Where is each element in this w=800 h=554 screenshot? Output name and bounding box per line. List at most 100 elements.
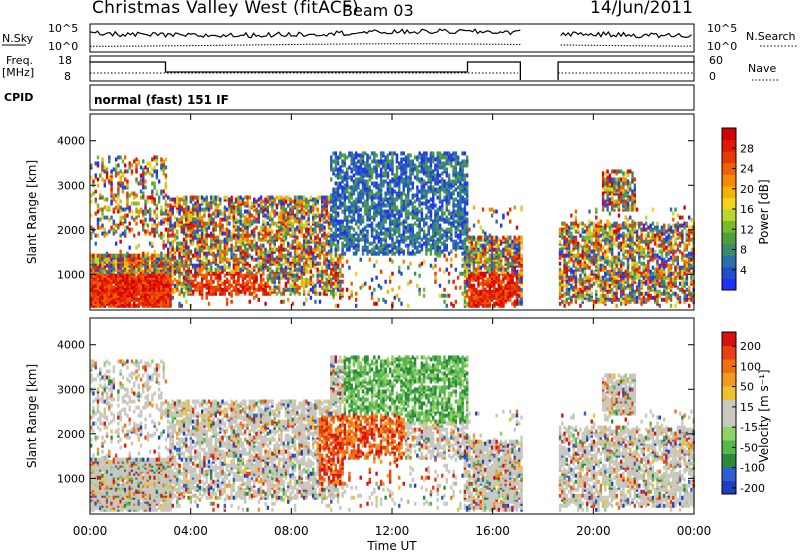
range-time-cell	[249, 234, 251, 238]
range-time-cell	[378, 173, 380, 177]
range-time-cell	[210, 274, 212, 278]
range-time-cell	[341, 280, 343, 284]
range-time-cell	[135, 276, 137, 280]
range-time-cell	[369, 171, 371, 175]
range-time-cell	[119, 254, 121, 258]
range-time-cell	[201, 286, 203, 290]
range-time-cell	[466, 228, 468, 232]
range-time-cell	[239, 206, 241, 210]
range-time-cell	[140, 190, 142, 194]
range-time-cell	[99, 254, 101, 258]
range-time-cell	[131, 192, 133, 196]
range-time-cell	[280, 252, 282, 256]
range-time-cell	[328, 264, 330, 268]
range-time-cell	[246, 200, 248, 204]
range-time-cell	[466, 290, 468, 294]
range-time-cell	[273, 222, 275, 226]
range-time-cell	[434, 246, 436, 250]
range-time-cell	[296, 210, 298, 214]
range-time-cell	[226, 208, 228, 212]
range-time-cell	[264, 226, 266, 230]
range-time-cell	[251, 240, 253, 244]
range-time-cell	[176, 280, 178, 284]
range-time-cell	[251, 268, 253, 272]
range-time-cell	[208, 234, 210, 238]
range-time-cell	[389, 163, 391, 167]
range-time-cell	[237, 226, 239, 230]
range-time-cell	[319, 280, 321, 284]
range-time-cell	[305, 224, 307, 228]
range-time-cell	[246, 262, 248, 266]
range-time-cell	[400, 214, 402, 218]
range-time-cell	[219, 218, 221, 222]
range-time-cell	[294, 250, 296, 254]
range-time-cell	[196, 196, 198, 200]
range-time-cell	[244, 202, 246, 206]
range-time-cell	[364, 161, 366, 165]
range-time-cell	[285, 266, 287, 270]
range-time-cell	[215, 292, 217, 296]
range-time-cell	[122, 304, 124, 308]
range-time-cell	[253, 258, 255, 262]
range-time-cell	[466, 218, 468, 222]
range-time-cell	[344, 153, 346, 157]
range-time-cell	[212, 272, 214, 276]
range-time-cell	[412, 242, 414, 246]
range-time-cell	[355, 198, 357, 202]
range-time-cell	[283, 220, 285, 224]
range-time-cell	[183, 196, 185, 200]
range-time-cell	[362, 246, 364, 250]
range-time-cell	[421, 208, 423, 212]
range-time-cell	[267, 292, 269, 296]
range-time-cell	[360, 222, 362, 226]
range-time-cell	[101, 212, 103, 216]
range-time-cell	[391, 220, 393, 224]
range-time-cell	[362, 238, 364, 242]
range-time-cell	[332, 216, 334, 220]
range-time-cell	[430, 224, 432, 228]
range-time-cell	[446, 258, 448, 262]
range-time-cell	[221, 224, 223, 228]
range-time-cell	[369, 242, 371, 246]
range-time-cell	[409, 200, 411, 204]
range-time-cell	[253, 228, 255, 232]
range-time-cell	[224, 264, 226, 268]
range-time-cell	[162, 284, 164, 288]
range-time-cell	[278, 272, 280, 276]
range-time-cell	[224, 250, 226, 254]
range-time-cell	[330, 155, 332, 159]
range-time-cell	[387, 290, 389, 294]
range-time-cell	[212, 258, 214, 262]
range-time-cell	[323, 254, 325, 258]
range-time-cell	[337, 240, 339, 244]
range-time-cell	[249, 240, 251, 244]
range-time-cell	[147, 200, 149, 204]
range-time-cell	[181, 260, 183, 264]
range-time-cell	[464, 210, 466, 214]
range-time-cell	[224, 292, 226, 296]
range-time-cell	[373, 288, 375, 292]
range-time-cell	[169, 254, 171, 258]
range-time-cell	[366, 234, 368, 238]
range-time-cell	[210, 196, 212, 200]
range-time-cell	[224, 274, 226, 278]
range-time-cell	[403, 163, 405, 167]
range-time-cell	[380, 167, 382, 171]
range-time-cell	[405, 163, 407, 167]
range-time-cell	[371, 216, 373, 220]
range-time-cell	[106, 280, 108, 284]
range-time-cell	[101, 232, 103, 236]
range-time-cell	[126, 169, 128, 173]
range-time-cell	[337, 246, 339, 250]
range-time-cell	[276, 292, 278, 296]
range-time-cell	[151, 228, 153, 232]
range-time-cell	[108, 230, 110, 234]
range-time-cell	[169, 234, 171, 238]
range-time-cell	[101, 161, 103, 165]
range-time-cell	[119, 298, 121, 302]
range-time-cell	[391, 171, 393, 175]
range-time-cell	[330, 177, 332, 181]
range-time-cell	[187, 264, 189, 268]
range-time-cell	[348, 234, 350, 238]
range-time-cell	[382, 298, 384, 302]
